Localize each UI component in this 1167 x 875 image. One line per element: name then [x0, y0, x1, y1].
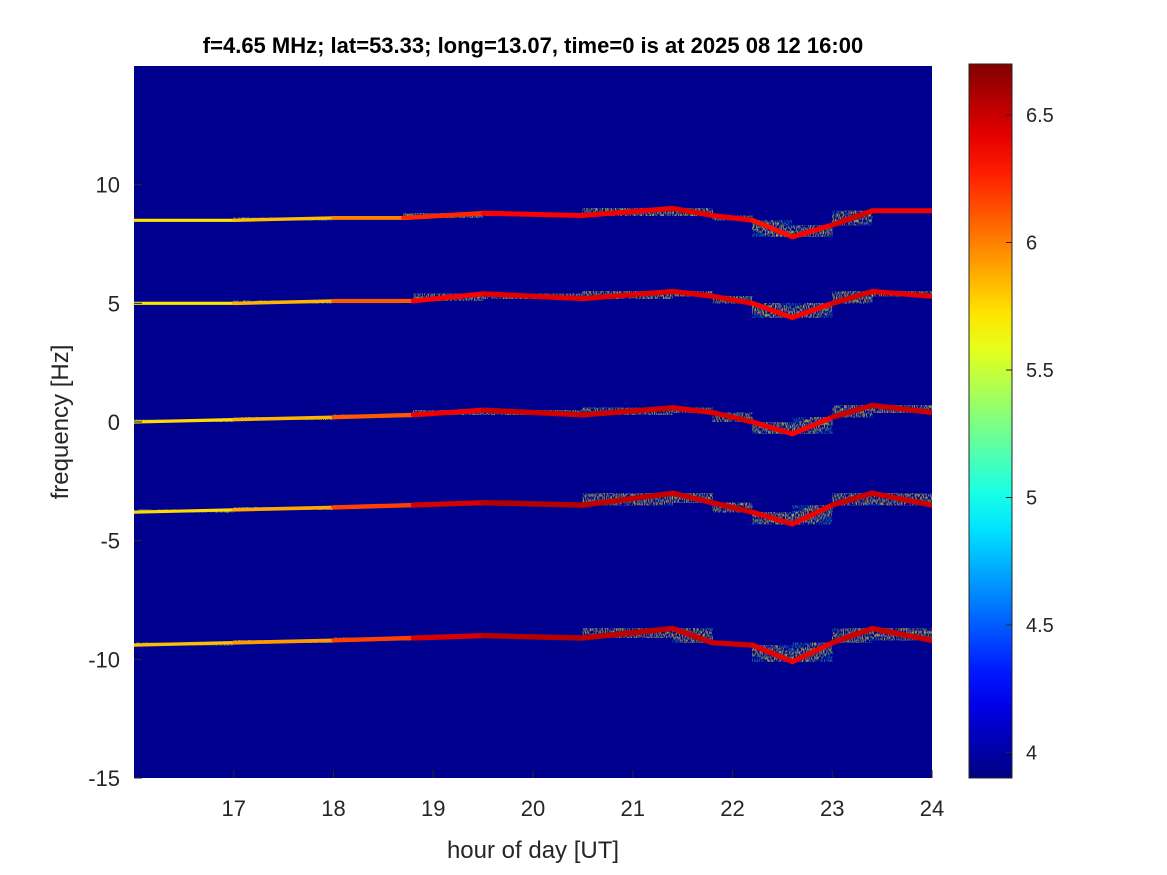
y-tick-label: -10 — [88, 647, 120, 672]
trace-core-segment — [869, 625, 932, 643]
trace-core-segment — [789, 300, 835, 321]
y-tick-label: -5 — [100, 529, 120, 554]
trace-core-segment — [869, 288, 932, 299]
trace-core-segment — [580, 288, 676, 302]
trace-core-segment — [829, 288, 875, 306]
trace-core-segment — [580, 405, 676, 418]
trace-core-segment — [480, 291, 586, 302]
y-tick-label: -15 — [88, 766, 120, 791]
colorbar-tick-label: 4.5 — [1026, 615, 1054, 637]
y-tick-label: 0 — [108, 410, 120, 435]
trace-core-segment — [232, 415, 336, 422]
colorbar-tick-label: 5.5 — [1026, 360, 1054, 382]
trace-core-segment — [134, 508, 236, 514]
x-axis-ticks: 17 18 19 20 21 22 23 24 — [222, 770, 944, 821]
trace-core-segment — [480, 632, 586, 641]
x-tick-label: 23 — [820, 796, 844, 821]
trace-2 — [134, 267, 932, 341]
trace-core-segment — [401, 210, 486, 221]
trace-core-segment — [789, 414, 835, 437]
trace-4 — [134, 467, 932, 548]
trace-core-segment — [670, 405, 716, 416]
trace-core-segment — [670, 288, 716, 299]
trace-core-segment — [750, 217, 795, 240]
spectral-traces — [134, 184, 932, 686]
trace-core-segment — [789, 502, 835, 527]
trace-core-segment — [829, 208, 875, 228]
x-tick-label: 24 — [920, 796, 944, 821]
x-tick-label: 20 — [521, 796, 545, 821]
trace-3 — [134, 380, 932, 457]
plot-area — [134, 66, 932, 778]
colorbar-tick-label: 4 — [1026, 743, 1037, 765]
chart-title: f=4.65 MHz; lat=53.33; long=13.07, time=… — [203, 33, 863, 58]
trace-core-segment — [829, 625, 875, 646]
x-tick-label: 21 — [621, 796, 645, 821]
colorbar-tick-label: 6.5 — [1026, 105, 1054, 127]
trace-core-segment — [749, 509, 795, 527]
trace-core-segment — [670, 205, 716, 219]
colorbar: 4 4.5 5 5.5 6 6.5 — [968, 63, 1054, 779]
colorbar-ticks: 4 4.5 5 5.5 6 6.5 — [1006, 105, 1054, 765]
trace-5 — [134, 603, 932, 686]
trace-core-segment — [869, 402, 932, 416]
trace-core-segment — [410, 500, 486, 508]
trace-core-segment — [750, 300, 795, 321]
trace-core-segment — [670, 490, 716, 506]
trace-core-segment — [410, 632, 486, 641]
trace-core-segment — [580, 205, 676, 219]
trace-core-segment — [232, 299, 336, 306]
trace-core-segment — [670, 625, 716, 646]
trace-core-segment — [709, 293, 756, 306]
x-tick-label: 17 — [222, 796, 246, 821]
trace-core-segment — [480, 499, 586, 508]
trace-core-segment — [480, 407, 586, 418]
x-tick-label: 22 — [720, 796, 744, 821]
y-axis-label: frequency [Hz] — [47, 345, 74, 500]
y-tick-label: 10 — [96, 173, 120, 198]
trace-core-segment — [410, 407, 486, 418]
trace-core-segment — [829, 490, 875, 508]
trace-core-segment — [580, 490, 676, 508]
trace-core-segment — [231, 638, 336, 645]
y-axis-ticks: -15 -10 -5 0 5 10 — [88, 173, 142, 791]
trace-core-segment — [710, 213, 755, 223]
trace-core-segment — [749, 419, 795, 437]
y-tick-label: 5 — [108, 291, 120, 316]
colorbar-scale — [968, 63, 1013, 779]
trace-1 — [134, 184, 932, 260]
x-tick-label: 18 — [321, 796, 345, 821]
trace-core-segment — [232, 216, 336, 222]
trace-core-segment — [134, 418, 236, 424]
trace-core-segment — [869, 490, 932, 508]
trace-core-segment — [709, 409, 756, 425]
trace-core-segment — [789, 222, 835, 240]
trace-core-segment — [231, 505, 336, 512]
trace-core-segment — [829, 402, 875, 420]
x-axis-label: hour of day [UT] — [447, 837, 619, 864]
x-tick-label: 19 — [421, 796, 445, 821]
trace-core-segment — [709, 500, 756, 515]
trace-core-segment — [580, 625, 676, 641]
trace-core-segment — [709, 640, 756, 648]
colorbar-tick-label: 5 — [1026, 488, 1037, 510]
colorbar-tick-label: 6 — [1026, 233, 1037, 255]
trace-core-segment — [331, 412, 416, 420]
trace-core-segment — [331, 635, 416, 643]
trace-core-segment — [749, 642, 795, 665]
trace-core-segment — [789, 640, 835, 665]
trace-core-segment — [480, 210, 586, 218]
trace-core-segment — [331, 502, 416, 510]
trace-core-segment — [134, 641, 236, 647]
trace-core-segment — [410, 291, 486, 304]
